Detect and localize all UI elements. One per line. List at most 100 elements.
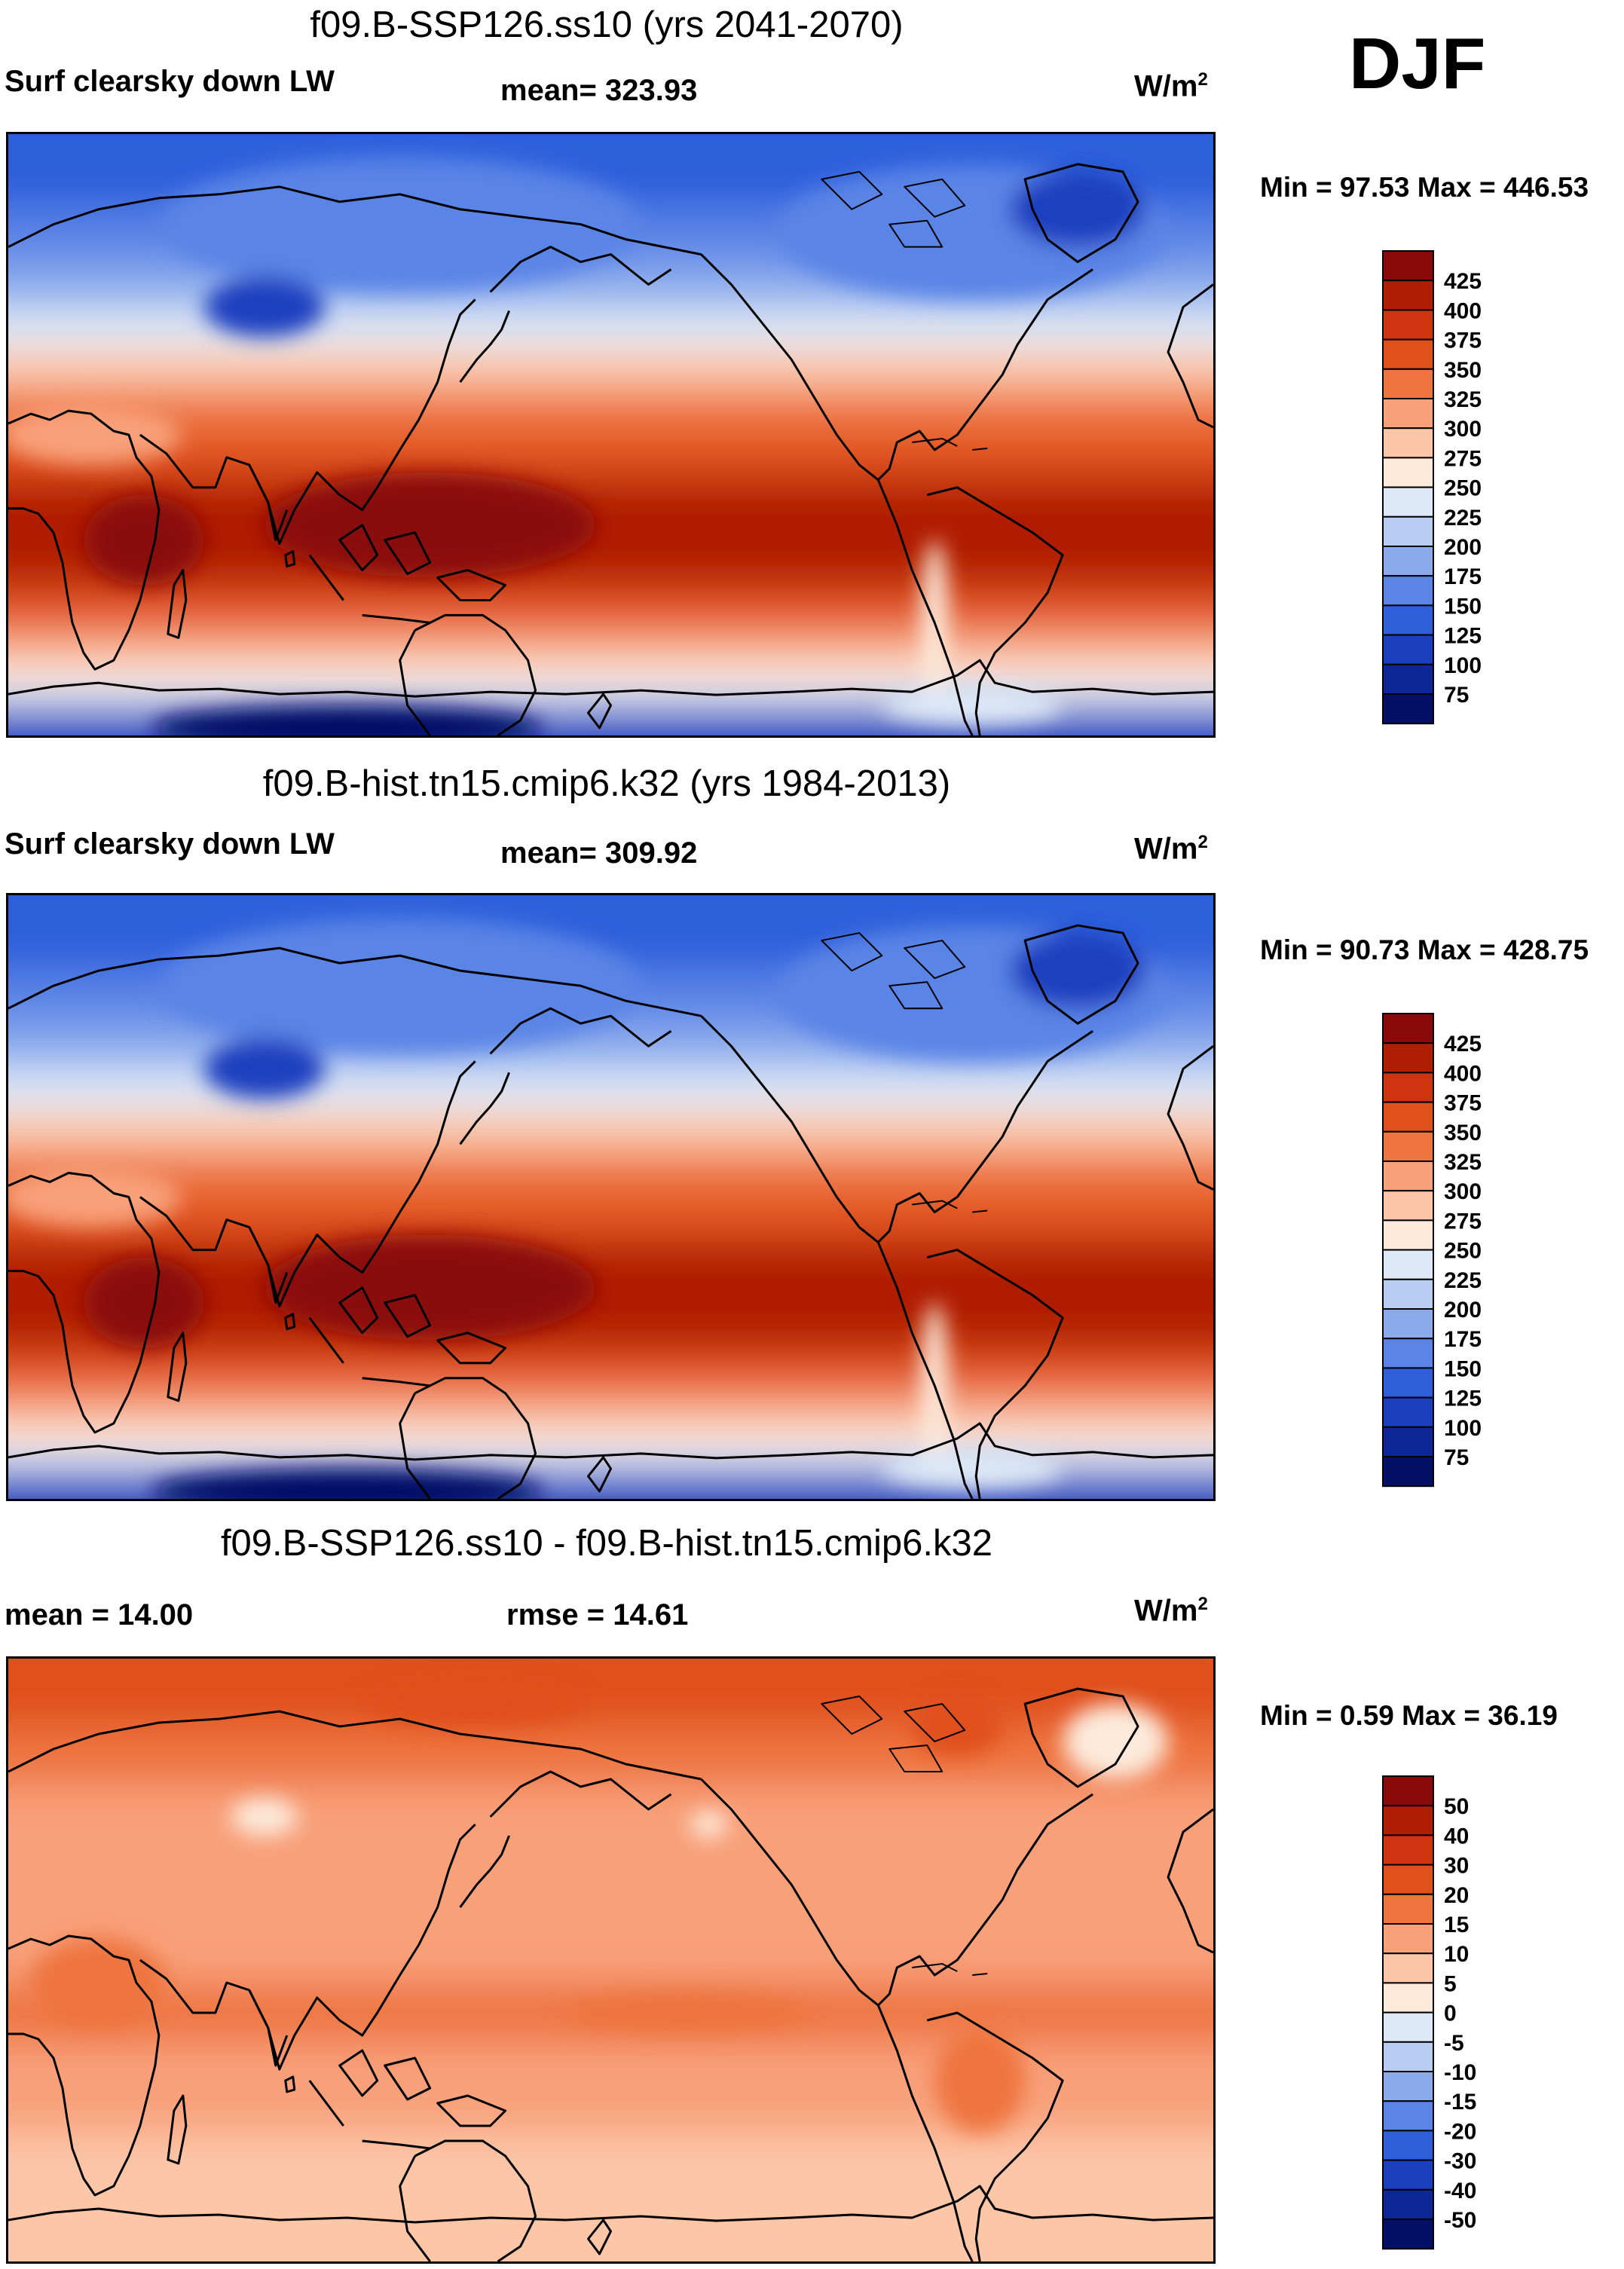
colorbar-swatch: [1382, 1923, 1434, 1955]
colorbar-tick-label: -20: [1444, 2119, 1476, 2144]
colorbar-tick-label: 425: [1444, 269, 1482, 294]
colorbar-tick-label: 250: [1444, 476, 1482, 501]
colorbar-tick-label: -30: [1444, 2149, 1476, 2174]
colorbar-swatch: [1382, 1160, 1434, 1192]
panel-1-colorbar: 425 400 375 350 325 300 275 250 225 200 175 150 125 1…: [1382, 250, 1482, 725]
colorbar-swatch: [1382, 546, 1434, 577]
colorbar-swatch: [1382, 634, 1434, 665]
colorbar-tick-label: 400: [1444, 1061, 1482, 1086]
colorbar-swatch: [1382, 1953, 1434, 1984]
panel-3-map-graphic: [8, 1659, 1213, 2261]
colorbar-tick-label: -10: [1444, 2060, 1476, 2085]
colorbar-tick-label: 175: [1444, 564, 1482, 589]
colorbar-swatch: [1382, 1042, 1434, 1074]
colorbar-swatch: [1382, 1101, 1434, 1133]
colorbar-tick-label: 225: [1444, 1268, 1482, 1293]
colorbar-tick-label: 225: [1444, 506, 1482, 531]
panel-1-map-graphic: [8, 134, 1213, 735]
panel-1-title: f09.B-SSP126.ss10 (yrs 2041-2070): [310, 5, 904, 45]
colorbar-swatch: [1382, 427, 1434, 459]
colorbar-swatch: [1382, 1249, 1434, 1280]
colorbar-swatch: [1382, 368, 1434, 400]
colorbar-swatch: [1382, 398, 1434, 430]
panel-2-map: [6, 893, 1216, 1501]
colorbar-tick-label: 125: [1444, 1387, 1482, 1411]
colorbar-swatch: [1382, 1278, 1434, 1310]
colorbar-swatch: [1382, 575, 1434, 607]
panel-2-colorbar: 425 400 375 350 325 300 275 250 225 200 175 150 125 1…: [1382, 1013, 1482, 1488]
colorbar-tick-label: -5: [1444, 2031, 1464, 2056]
colorbar-tick-label: 150: [1444, 1356, 1482, 1381]
season-label: DJF: [1349, 23, 1486, 104]
colorbar-swatch: [1382, 1456, 1434, 1488]
colorbar-tick-label: 100: [1444, 653, 1482, 678]
colorbar-swatch: [1382, 1072, 1434, 1103]
colorbar-swatch: [1382, 663, 1434, 695]
panel-1-units-label: W/m2: [1134, 69, 1208, 103]
colorbar-tick-label: 20: [1444, 1883, 1469, 1908]
colorbar-swatch: [1382, 486, 1434, 518]
colorbar-tick-label: 375: [1444, 1091, 1482, 1116]
colorbar-swatch: [1382, 2011, 1434, 2043]
colorbar-swatch: [1382, 1775, 1434, 1807]
colorbar-tick-label: 325: [1444, 1150, 1482, 1175]
colorbar-swatch: [1382, 604, 1434, 636]
panel-1-variable-label: Surf clearsky down LW: [5, 65, 335, 98]
colorbar-swatch: [1382, 2219, 1434, 2250]
colorbar-swatch: [1382, 1805, 1434, 1836]
colorbar-swatch: [1382, 1219, 1434, 1251]
panel-2-map-graphic: [8, 895, 1213, 1499]
colorbar-swatch: [1382, 2041, 1434, 2072]
colorbar-tick-label: 75: [1444, 683, 1469, 708]
panel-2-units-label: W/m2: [1134, 832, 1208, 866]
colorbar-swatch: [1382, 1834, 1434, 1866]
colorbar-swatch: [1382, 2188, 1434, 2220]
colorbar-tick-label: 375: [1444, 329, 1482, 353]
panel-2-title: f09.B-hist.tn15.cmip6.k32 (yrs 1984-2013…: [262, 763, 951, 804]
colorbar-tick-label: 0: [1444, 2001, 1457, 2026]
panel-3-mean-label: mean = 14.00: [5, 1598, 194, 1631]
colorbar-tick-label: 350: [1444, 358, 1482, 383]
colorbar-swatch: [1382, 1426, 1434, 1457]
colorbar-tick-label: -40: [1444, 2179, 1476, 2203]
colorbar-tick-label: 75: [1444, 1445, 1469, 1470]
colorbar-swatch: [1382, 2100, 1434, 2132]
panel-3-minmax: Min = 0.59 Max = 36.19: [1260, 1700, 1558, 1731]
colorbar-swatch: [1382, 515, 1434, 547]
colorbar-tick-label: 250: [1444, 1239, 1482, 1264]
colorbar-tick-label: 50: [1444, 1794, 1469, 1819]
colorbar-tick-label: 425: [1444, 1032, 1482, 1057]
colorbar-swatch: [1382, 250, 1434, 282]
colorbar-swatch: [1382, 1864, 1434, 1895]
panel-3-map: [6, 1656, 1216, 2264]
panel-3-rmse-label: rmse = 14.61: [506, 1598, 689, 1631]
colorbar-tick-label: 350: [1444, 1121, 1482, 1145]
colorbar-swatch: [1382, 1013, 1434, 1044]
colorbar-swatch: [1382, 1893, 1434, 1925]
colorbar-tick-label: 10: [1444, 1942, 1469, 1967]
colorbar-swatch: [1382, 1396, 1434, 1428]
colorbar-tick-label: 125: [1444, 624, 1482, 649]
colorbar-tick-label: 400: [1444, 298, 1482, 323]
colorbar-swatch: [1382, 1367, 1434, 1399]
colorbar-tick-label: 275: [1444, 1209, 1482, 1234]
colorbar-tick-label: 15: [1444, 1913, 1469, 1937]
panel-1-mean-label: mean= 323.93: [500, 74, 698, 107]
panel-2-minmax: Min = 90.73 Max = 428.75: [1260, 934, 1589, 965]
colorbar-swatch: [1382, 1338, 1434, 1369]
colorbar-tick-label: 200: [1444, 1298, 1482, 1323]
colorbar-swatch: [1382, 457, 1434, 488]
colorbar-tick-label: 30: [1444, 1854, 1469, 1879]
colorbar-swatch: [1382, 280, 1434, 311]
colorbar-tick-label: 100: [1444, 1416, 1482, 1441]
colorbar-tick-label: 325: [1444, 387, 1482, 412]
colorbar-tick-label: 300: [1444, 417, 1482, 442]
colorbar-swatch: [1382, 1308, 1434, 1340]
colorbar-swatch: [1382, 693, 1434, 725]
colorbar-tick-label: 150: [1444, 594, 1482, 619]
panel-2-variable-label: Surf clearsky down LW: [5, 827, 335, 861]
panel-2-mean-label: mean= 309.92: [500, 836, 698, 870]
colorbar-tick-label: 5: [1444, 1971, 1457, 1996]
colorbar-tick-label: -15: [1444, 2090, 1476, 2115]
panel-1-minmax: Min = 97.53 Max = 446.53: [1260, 172, 1589, 203]
